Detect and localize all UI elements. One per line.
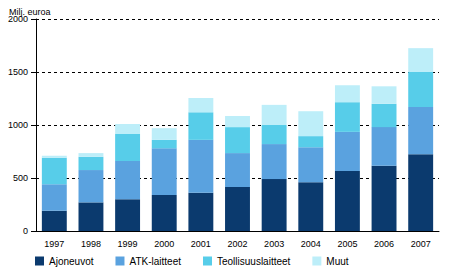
svg-text:2003: 2003 xyxy=(264,239,284,249)
svg-text:1500: 1500 xyxy=(8,67,28,77)
svg-text:2001: 2001 xyxy=(191,239,211,249)
svg-text:1998: 1998 xyxy=(81,239,101,249)
svg-text:1997: 1997 xyxy=(44,239,64,249)
svg-text:Teollisuuslaitteet: Teollisuuslaitteet xyxy=(217,256,291,267)
svg-text:2005: 2005 xyxy=(337,239,357,249)
svg-text:500: 500 xyxy=(13,173,28,183)
svg-text:1000: 1000 xyxy=(8,120,28,130)
svg-text:2006: 2006 xyxy=(374,239,394,249)
svg-text:2000: 2000 xyxy=(154,239,174,249)
svg-text:1999: 1999 xyxy=(118,239,138,249)
svg-text:Ajoneuvot: Ajoneuvot xyxy=(49,256,94,267)
svg-text:2007: 2007 xyxy=(411,239,431,249)
svg-text:2000: 2000 xyxy=(8,14,28,24)
svg-text:Milj. euroa: Milj. euroa xyxy=(9,7,51,17)
svg-text:2004: 2004 xyxy=(301,239,321,249)
svg-text:0: 0 xyxy=(23,226,28,236)
svg-text:Muut: Muut xyxy=(326,256,348,267)
svg-text:ATK-laitteet: ATK-laitteet xyxy=(129,256,181,267)
svg-text:2002: 2002 xyxy=(227,239,247,249)
